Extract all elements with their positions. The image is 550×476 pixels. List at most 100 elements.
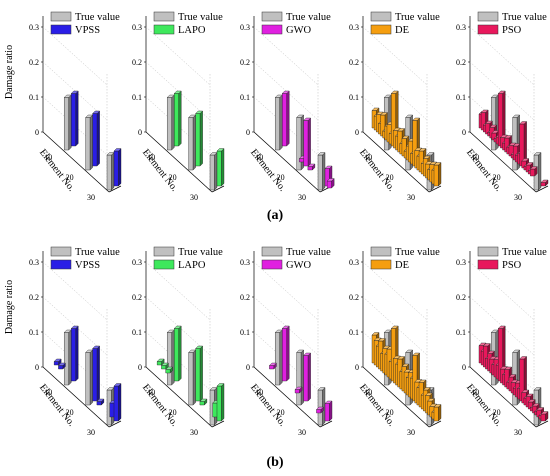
x-axis-line (42, 131, 110, 193)
method-bar-top (92, 345, 101, 349)
method-bar-top (433, 404, 442, 408)
x-axis-label: Element No. (248, 382, 288, 429)
method-bar-top (165, 366, 174, 370)
true-bar-side (89, 349, 93, 406)
depth-axis-line (428, 185, 442, 193)
x-axis-line (42, 366, 110, 428)
x-axis-label: Element No. (248, 147, 288, 194)
method-bar-top (418, 148, 427, 152)
y-tick-label: 0.2 (456, 58, 466, 67)
x-tick-label: 20 (277, 408, 285, 417)
legend-swatch-true (261, 11, 283, 22)
y-tick-label: 0 (246, 363, 250, 372)
legend-label-true: True value (75, 12, 120, 23)
y-tick-label: 0.3 (456, 23, 466, 32)
y-tick-label: 0.1 (29, 328, 39, 337)
method-bar-top (480, 109, 489, 113)
method-bar-front (92, 348, 98, 402)
method-bar-front (530, 168, 536, 177)
y-tick-label: 0.3 (349, 258, 359, 267)
legend-swatch-method (153, 24, 175, 35)
method-bar-top (160, 362, 169, 366)
legend-swatch-method (261, 259, 283, 270)
legend-label-true: True value (395, 12, 440, 23)
y-tick-label: 0.2 (132, 58, 142, 67)
method-bar-side (178, 90, 182, 147)
legend-label-method: VPSS (75, 260, 100, 271)
method-bar-front (216, 385, 222, 422)
legend-label-true: True value (395, 247, 440, 258)
x-tick-label: 20 (169, 408, 177, 417)
method-bar-front (212, 402, 218, 418)
y-tick-label: 0.1 (240, 93, 250, 102)
method-bar-top (403, 369, 412, 373)
x-axis-label: Element No. (37, 382, 77, 429)
true-bar-top (512, 114, 521, 118)
method-bar-front (165, 369, 171, 374)
true-bar-front (64, 332, 69, 386)
x-tick-label: 30 (407, 193, 415, 202)
method-bar-top (540, 179, 549, 183)
method-bar-top (497, 90, 506, 94)
true-bar-front (106, 154, 112, 191)
true-bar-top (533, 152, 542, 156)
true-bar-side (538, 152, 542, 191)
panel-vpss: 0 0.1 0.2 0.3 10 20 30 Element No. True value VPS… (4, 246, 122, 437)
method-bar-front (540, 182, 546, 187)
true-bar-front (275, 97, 280, 151)
method-bar-top (382, 345, 391, 349)
method-bar-front (195, 113, 201, 167)
method-bar-side (438, 404, 442, 422)
gridline (469, 261, 535, 321)
y-tick-label: 0.2 (456, 293, 466, 302)
legend-label-method: DE (395, 25, 409, 36)
depth-axis-line (211, 185, 225, 193)
depth-axis-line (319, 420, 333, 428)
method-bar-top (424, 392, 433, 396)
method-bar-top (173, 325, 182, 329)
y-tick-label: 0.1 (349, 328, 359, 337)
method-bar-front (71, 93, 76, 147)
method-bar-front (307, 166, 313, 171)
legend-swatch-true (370, 11, 392, 22)
x-tick-label: 30 (87, 428, 95, 437)
y-tick-label: 0 (462, 363, 466, 372)
method-bar-top (268, 362, 277, 366)
method-bar-top (371, 332, 380, 336)
x-tick-label: 30 (298, 193, 306, 202)
method-bar-top (70, 325, 79, 329)
legend-label-method: LAPO (178, 25, 206, 36)
method-bar-front (216, 150, 222, 187)
panel-gwo: 0 0.1 0.2 0.3 10 20 30 Element No. True value GWO (240, 246, 333, 437)
x-tick-label: 30 (514, 428, 522, 437)
legend-swatch-true (50, 246, 72, 257)
depth-axis-line (535, 420, 549, 428)
method-bar-top (57, 362, 66, 366)
method-bar-top (429, 161, 438, 165)
true-bar-top (296, 114, 305, 118)
method-bar-top (540, 411, 549, 415)
y-tick-label: 0.2 (349, 58, 359, 67)
method-bar-top (303, 117, 312, 121)
x-tick-label: 30 (514, 193, 522, 202)
gridline (362, 26, 428, 86)
row-1: 0 0.1 0.2 0.3 10 20 30 Element No. True value VPS… (4, 246, 549, 470)
method-bar-top (531, 403, 540, 407)
method-bar-front (299, 158, 305, 163)
y-tick-label: 0.2 (349, 293, 359, 302)
legend-swatch-method (370, 259, 392, 270)
true-bar-side (68, 94, 72, 151)
method-bar-top (489, 124, 498, 128)
true-bar-top (533, 387, 542, 391)
method-bar-top (92, 110, 101, 114)
x-axis-label: Element No. (140, 382, 180, 429)
method-bar-side (96, 110, 100, 167)
true-bar-top (405, 114, 414, 118)
x-axis-label: Element No. (357, 147, 397, 194)
method-bar-top (529, 166, 538, 170)
method-bar-side (307, 352, 311, 402)
method-bar-top (307, 163, 316, 167)
true-bar-front (167, 332, 172, 386)
method-bar-side (199, 345, 203, 402)
